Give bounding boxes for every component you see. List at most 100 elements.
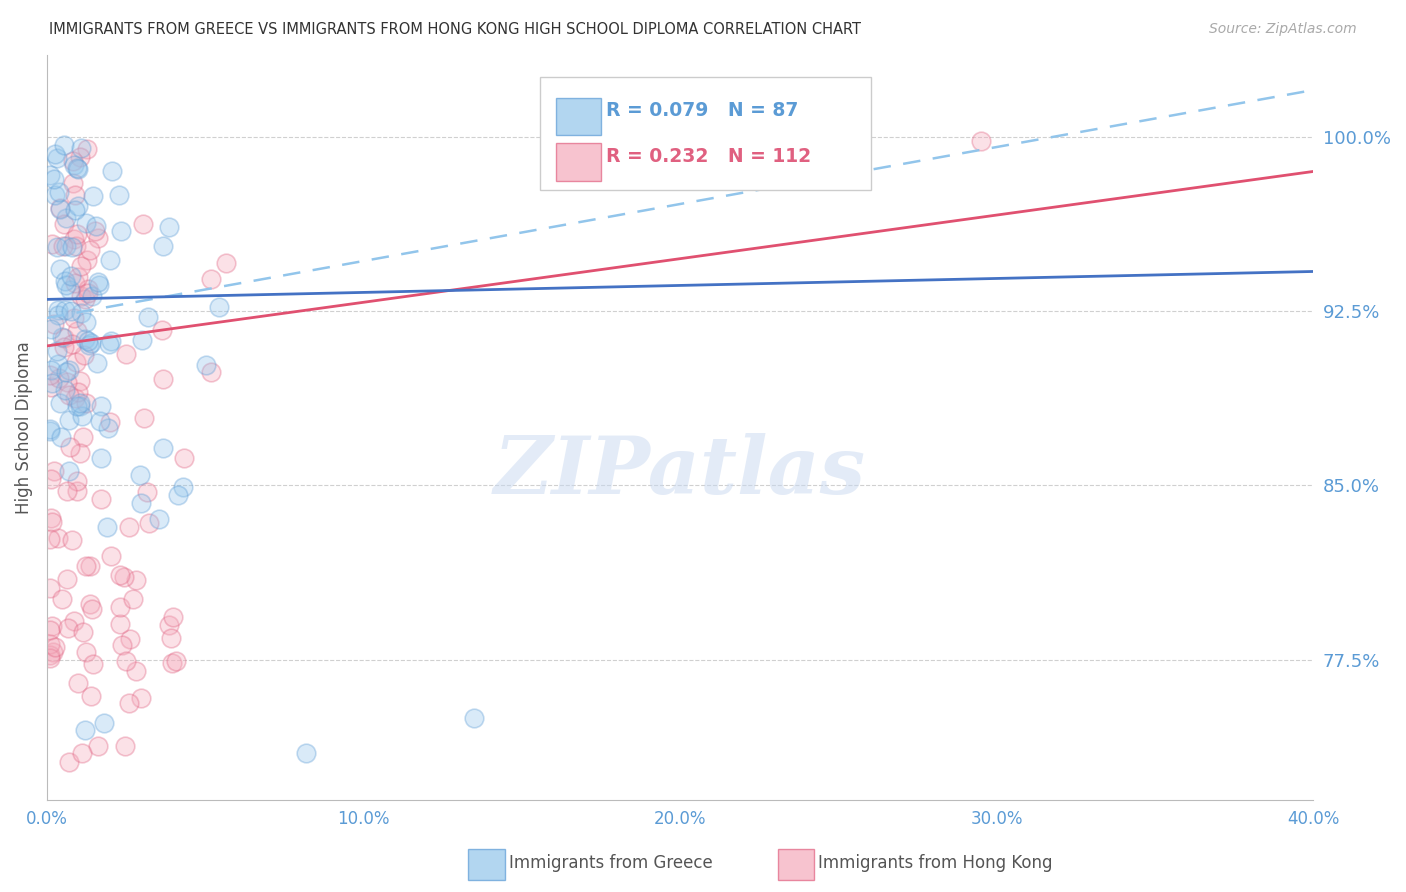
Point xyxy=(49,201,72,215)
Point xyxy=(63,276,86,290)
Point xyxy=(77,285,100,300)
Point xyxy=(39,424,62,438)
Point xyxy=(157,617,180,632)
Point xyxy=(165,654,187,668)
Y-axis label: High School Diploma: High School Diploma xyxy=(15,341,32,514)
Point xyxy=(150,323,173,337)
Point xyxy=(44,146,66,161)
Point xyxy=(131,495,153,509)
Point xyxy=(46,151,69,165)
Point xyxy=(90,451,112,466)
Point xyxy=(138,516,160,531)
Point xyxy=(72,349,94,363)
Point xyxy=(159,632,181,646)
Point xyxy=(86,356,108,370)
Point xyxy=(62,176,84,190)
Point xyxy=(49,430,72,444)
Point xyxy=(66,162,89,177)
Point xyxy=(53,340,76,354)
Point xyxy=(39,623,62,637)
Point xyxy=(110,224,132,238)
Point xyxy=(65,239,87,253)
Point xyxy=(55,211,77,226)
Point xyxy=(79,597,101,611)
Point xyxy=(44,187,66,202)
Point xyxy=(215,256,238,270)
Point xyxy=(58,388,80,402)
Point xyxy=(41,237,63,252)
Point xyxy=(73,332,96,346)
Point xyxy=(73,292,96,306)
Point xyxy=(53,138,76,153)
Text: IMMIGRANTS FROM GREECE VS IMMIGRANTS FROM HONG KONG HIGH SCHOOL DIPLOMA CORRELAT: IMMIGRANTS FROM GREECE VS IMMIGRANTS FRO… xyxy=(49,22,862,37)
Point xyxy=(200,365,222,379)
Point xyxy=(41,515,63,529)
Point xyxy=(87,275,110,289)
Point xyxy=(39,651,62,665)
Point xyxy=(39,581,62,595)
Point xyxy=(114,570,136,584)
Point xyxy=(46,344,69,359)
Point xyxy=(65,324,87,338)
Point xyxy=(75,216,97,230)
Point xyxy=(51,330,73,344)
Point xyxy=(157,219,180,234)
Text: Immigrants from Hong Kong: Immigrants from Hong Kong xyxy=(818,855,1053,872)
Point xyxy=(39,532,62,546)
Point xyxy=(162,609,184,624)
Point xyxy=(111,638,134,652)
Point xyxy=(60,240,83,254)
Point xyxy=(76,252,98,267)
Point xyxy=(120,632,142,647)
Point xyxy=(52,331,75,345)
Point xyxy=(55,365,77,379)
Point xyxy=(49,202,72,216)
Point xyxy=(295,746,318,760)
Point xyxy=(82,602,104,616)
Point xyxy=(62,311,84,326)
Point xyxy=(70,306,93,320)
Point xyxy=(72,625,94,640)
Point xyxy=(39,472,62,486)
Point xyxy=(48,370,70,384)
Point xyxy=(48,185,70,199)
Point xyxy=(77,338,100,352)
Point xyxy=(39,511,62,525)
Point xyxy=(152,441,174,455)
Point xyxy=(55,239,77,253)
Point xyxy=(75,396,97,410)
Point xyxy=(208,300,231,314)
Point xyxy=(63,391,86,405)
Point xyxy=(132,218,155,232)
Point xyxy=(48,308,70,322)
Point xyxy=(73,723,96,737)
Point xyxy=(129,468,152,483)
Point xyxy=(82,657,104,671)
Point xyxy=(118,519,141,533)
Point xyxy=(39,380,62,394)
Point xyxy=(63,188,86,202)
Point xyxy=(65,399,87,413)
Point xyxy=(53,383,76,397)
Point xyxy=(100,334,122,348)
Point xyxy=(69,400,91,414)
Point xyxy=(200,271,222,285)
Point xyxy=(101,163,124,178)
Text: ZIPatlas: ZIPatlas xyxy=(494,434,866,511)
Point xyxy=(97,420,120,434)
Point xyxy=(108,568,131,582)
Text: R = 0.079   N = 87: R = 0.079 N = 87 xyxy=(606,101,799,120)
Point xyxy=(41,376,63,390)
Point xyxy=(87,739,110,753)
Point xyxy=(46,302,69,317)
Point xyxy=(69,141,91,155)
Point xyxy=(59,304,82,318)
Point xyxy=(70,746,93,760)
Point xyxy=(46,357,69,371)
Point xyxy=(80,689,103,703)
Point xyxy=(66,269,89,284)
Point xyxy=(136,310,159,324)
Point xyxy=(90,399,112,413)
Point xyxy=(72,430,94,444)
Point xyxy=(131,333,153,347)
